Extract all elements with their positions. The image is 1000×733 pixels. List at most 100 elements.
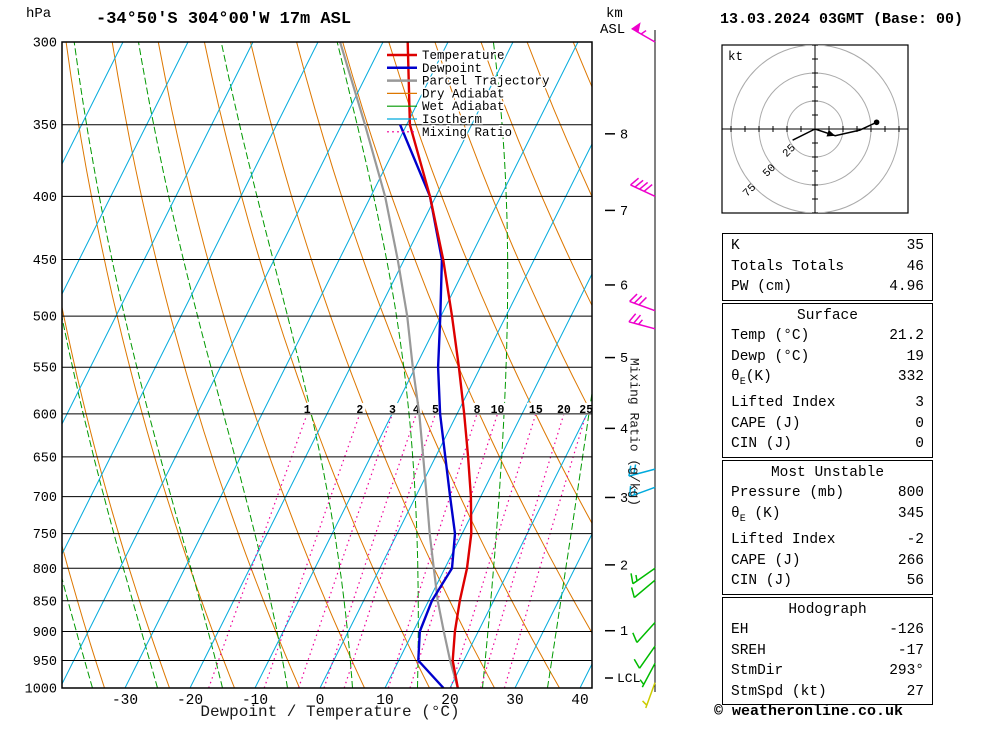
km-asl-axis: 1 2 3 4 5 6 7 8 LCL [605,128,640,686]
stats-tables: K 35 Totals Totals 46 PW (cm) 4.96 Surface Temp… [722,233,933,707]
mixing-ratio-label: 10 [491,404,505,417]
station-title: -34°50'S 304°00'W 17m ASL [96,10,352,29]
pressure-tick-label: 600 [33,408,57,423]
mixing-ratio-lines: 1 2 3 4 5 8 10 15 20 25 [208,402,593,688]
table-row-value: 4.96 [889,279,924,295]
pressure-tick-label: 500 [33,311,57,326]
dewpoint-curve [398,124,457,688]
table-row: Lifted Index 3 [731,393,924,414]
pressure-tick-label: 550 [33,362,57,377]
table-row-label: Temp (°C) [731,328,810,344]
mixing-ratio-label: 2 [356,404,363,417]
pressure-tick-label: 850 [33,595,57,610]
wind-barb [630,567,656,585]
temp-tick-label: 40 [571,693,588,709]
table-row: Temp (°C) 21.2 [731,326,924,347]
pressure-tick-label: 950 [33,655,57,670]
table-row: StmDir 293° [731,661,924,682]
table-row: CAPE (J) 266 [731,551,924,572]
temp-tick-label: -10 [242,693,268,709]
wind-barb [632,621,656,644]
table-row-value: 46 [906,258,924,275]
table-row-value: 0 [915,436,924,453]
table-row-label: CAPE (J) [731,415,801,432]
plot-border [61,41,593,689]
pressure-tick-label: 800 [33,563,57,578]
wind-barb [630,579,656,599]
mixing-ratio-label: 25 [579,404,593,417]
legend-label: Parcel Trajectory [422,75,550,89]
table-row: K 35 [731,236,924,257]
legend-label: Temperature [422,49,505,63]
pressure-tick-label: 300 [33,37,57,52]
table-row-value: -126 [889,622,924,639]
legend-label: Mixing Ratio [422,126,512,140]
pressure-axis-unit: hPa [26,6,52,22]
temp-tick-labels: -30 -20 -10 0 10 20 30 40 [112,693,589,709]
table-row-label: StmDir [731,663,784,680]
table-row-label: Dewp (°C) [731,348,810,365]
table-row-label: CAPE (J) [731,552,801,569]
table-row: Dewp (°C) 19 [731,347,924,368]
km-axis-unit: km [606,6,623,22]
legend-label: Dewpoint [422,62,482,76]
wind-barb [633,645,656,669]
mixing-ratio-label: 3 [389,404,396,417]
table-row: PW (cm) 4.96 [731,277,924,298]
table-row-value: 27 [906,683,924,700]
hodograph-arrow [826,129,836,137]
km-tick-label: 8 [620,128,628,143]
table-row-value: 56 [906,573,924,590]
temp-tick-label: -30 [112,693,138,709]
stats-table: Most Unstable Pressure (mb) 800 θE (K) 345 Li… [722,459,933,595]
stats-table: Surface Temp (°C) 21.2 Dewp (°C) 19 θE(K) 332 L… [722,302,933,458]
table-row-label: Totals Totals [731,258,845,275]
km-tick-label: 7 [620,205,628,220]
temp-tick-label: 20 [441,693,458,709]
wind-barb [639,662,656,688]
temp-tick-label: 10 [376,693,393,709]
stats-table-header: Surface [797,307,858,324]
table-row: Lifted Index -2 [731,530,924,551]
table-row-value: 345 [897,505,924,522]
temp-tick-label: 30 [506,693,523,709]
mixing-ratio-label: 15 [529,404,543,417]
pressure-tick-label: 900 [33,626,57,641]
mixing-ratio-label: 5 [432,404,439,417]
copyright: © weatheronline.co.uk [714,703,904,720]
km-tick-label: 1 [620,625,628,640]
x-axis-title: Dewpoint / Temperature (°C) [200,703,460,721]
wind-barb [642,682,656,709]
table-row-label: EH [731,622,749,639]
table-row: CAPE (J) 0 [731,414,924,435]
table-row-value: 800 [897,485,924,502]
pressure-tick-label: 400 [33,191,57,206]
table-row-label: CIN (J) [731,436,792,453]
km-tick-label: 5 [620,352,628,367]
table-row: SREH -17 [731,641,924,662]
table-row-value: -17 [897,642,924,659]
table-row: CIN (J) 56 [731,571,924,592]
hodograph-unit-label: kt [728,50,743,64]
legend-label: Isotherm [422,113,482,127]
km-tick-label: 3 [620,492,628,507]
table-row: EH -126 [731,620,924,641]
table-row: Totals Totals 46 [731,257,924,278]
wind-barb [630,177,656,198]
table-row-label: Lifted Index [731,532,836,549]
table-row-value: 332 [897,369,924,385]
table-row-label: PW (cm) [731,279,792,295]
temp-tick-label: 0 [316,693,325,709]
table-row-value: 3 [915,395,924,412]
pressure-tick-label: 750 [33,528,57,543]
km-tick-label: 6 [620,279,628,294]
hodograph-trace-endpoint [873,119,880,126]
wind-barb [629,293,656,312]
table-row: Pressure (mb) 800 [731,483,924,504]
stats-table: K 35 Totals Totals 46 PW (cm) 4.96 [722,233,933,301]
asl-axis-unit: ASL [600,22,626,38]
pressure-tick-label: 450 [33,254,57,269]
